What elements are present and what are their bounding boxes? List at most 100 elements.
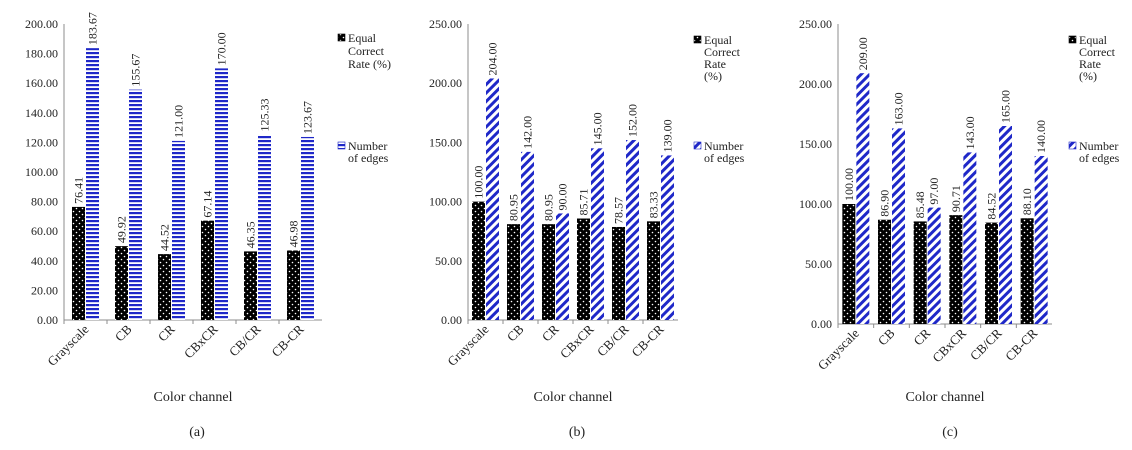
bar-equal-correct-rate (1020, 218, 1034, 324)
x-tick-label: CB-CR (1002, 325, 1040, 363)
data-label: 78.57 (612, 197, 626, 224)
data-label: 83.33 (647, 191, 661, 218)
bar-number-of-edges (963, 152, 977, 324)
data-label: 90.00 (556, 183, 570, 210)
data-label: 85.48 (913, 191, 927, 218)
bar-number-of-edges (86, 48, 99, 321)
bar-equal-correct-rate (542, 224, 555, 320)
legend-swatch-equal-correct-rate (337, 33, 346, 42)
y-tick-label: 60.00 (31, 224, 58, 238)
x-axis-title: Color channel (534, 390, 613, 405)
bar-equal-correct-rate (913, 221, 927, 324)
y-tick-label: 150.00 (429, 135, 462, 149)
data-label: 121.00 (172, 105, 186, 138)
legend-label-line: Equal (704, 33, 733, 47)
x-tick-label: CBxCR (929, 325, 969, 365)
bar-equal-correct-rate (647, 221, 660, 320)
legend-swatch-number-of-edges (337, 141, 346, 150)
y-tick-label: 200.00 (25, 17, 58, 31)
bar-number-of-edges (258, 134, 271, 320)
legend-label-line: (%) (704, 69, 722, 83)
data-label: 165.00 (999, 90, 1013, 123)
x-tick-label: CB/CR (226, 321, 264, 359)
legend-label-line: Number (1079, 139, 1118, 153)
legend-label-line: Correct (704, 45, 741, 59)
legend-swatch-equal-correct-rate (1068, 35, 1077, 44)
data-label: 183.67 (86, 12, 100, 45)
y-tick-label: 140.00 (25, 106, 58, 120)
x-tick-label: CB (504, 321, 527, 344)
legend-swatch-number-of-edges (1068, 141, 1077, 150)
legend-label-line: of edges (348, 151, 389, 165)
y-tick-label: 0.00 (441, 313, 462, 327)
legend-label-line: Equal (348, 31, 377, 45)
legend-label-line: Number (704, 139, 743, 153)
panel-caption: (b) (569, 425, 586, 440)
y-tick-label: 50.00 (435, 254, 462, 268)
chart-panel-3: 0.00 50.00 100.00 150.00 200.00 250.00 100.00 2… (799, 17, 1120, 440)
bar-number-of-edges (556, 213, 569, 320)
data-label: 125.33 (258, 99, 272, 132)
bar-number-of-edges (661, 155, 674, 320)
x-tick-label: CB-CR (628, 321, 666, 359)
legend-label-line: of edges (704, 151, 745, 165)
bar-equal-correct-rate (842, 204, 856, 324)
x-tick-label: Grayscale (444, 321, 492, 369)
y-tick-label: 40.00 (31, 254, 58, 268)
bar-number-of-edges (591, 148, 604, 320)
y-tick-label: 100.00 (429, 195, 462, 209)
data-label: 85.71 (577, 189, 591, 216)
legend-swatch-number-of-edges (693, 141, 702, 150)
bar-equal-correct-rate (472, 201, 485, 320)
bar-equal-correct-rate (985, 222, 998, 324)
panel-caption: (a) (189, 425, 205, 440)
y-tick-label: 100.00 (25, 165, 58, 179)
data-label: 88.10 (1020, 188, 1034, 215)
data-label: 145.00 (591, 112, 605, 145)
y-tick-label: 120.00 (25, 135, 58, 149)
legend-swatch-equal-correct-rate (693, 35, 702, 44)
y-tick-label: 250.00 (799, 17, 832, 31)
x-axis-title: Color channel (154, 390, 233, 405)
data-label: 67.14 (201, 191, 215, 218)
bar-number-of-edges (626, 140, 639, 320)
bar-number-of-edges (892, 128, 905, 324)
data-label: 209.00 (856, 37, 870, 70)
x-tick-label: CR (155, 321, 178, 344)
legend-label-line: Equal (1079, 33, 1108, 47)
data-label: 163.00 (892, 92, 906, 125)
legend-label-line: Rate (%) (348, 57, 391, 71)
bar-number-of-edges (486, 78, 499, 321)
y-tick-label: 20.00 (31, 283, 58, 297)
legend-label-line: (%) (1079, 69, 1097, 83)
chart-panel-2: 0.00 50.00 100.00 150.00 200.00 250.00 100.00 2… (429, 17, 745, 440)
legend-label-line: Correct (348, 44, 385, 58)
legend-label-line: Number (348, 139, 387, 153)
y-tick-label: 100.00 (799, 197, 832, 211)
data-label: 152.00 (626, 104, 640, 137)
x-tick-label: CBxCR (181, 321, 221, 361)
bar-equal-correct-rate (949, 215, 963, 324)
y-tick-label: 200.00 (429, 76, 462, 90)
data-label: 44.52 (158, 224, 172, 251)
bar-number-of-edges (301, 136, 314, 320)
y-tick-label: 80.00 (31, 195, 58, 209)
bar-number-of-edges (172, 140, 185, 320)
bar-equal-correct-rate (287, 250, 300, 320)
bar-number-of-edges (856, 73, 870, 324)
x-tick-label: CR (539, 321, 562, 344)
bar-equal-correct-rate (507, 224, 520, 320)
y-tick-label: 160.00 (25, 76, 58, 90)
data-label: 100.00 (842, 168, 856, 201)
bar-number-of-edges (521, 151, 534, 320)
x-tick-label: CB/CR (967, 325, 1005, 363)
x-tick-label: Grayscale (44, 321, 92, 369)
bar-equal-correct-rate (158, 254, 171, 320)
y-tick-label: 150.00 (799, 137, 832, 151)
x-tick-label: CB (875, 325, 898, 348)
x-tick-label: CR (910, 325, 933, 348)
bar-equal-correct-rate (115, 246, 128, 320)
x-axis-title: Color channel (906, 390, 985, 405)
data-label: 142.00 (521, 116, 535, 149)
